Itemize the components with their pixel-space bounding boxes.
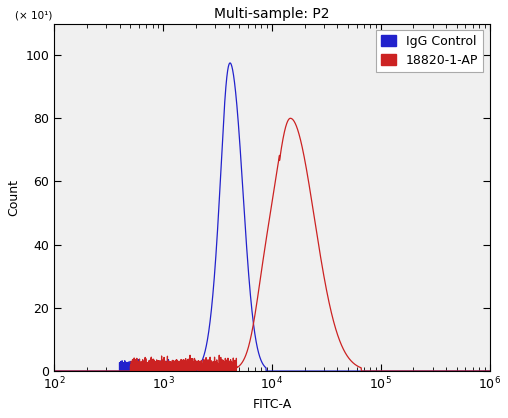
IgG Control <box>227 61 233 66</box>
IgG Control <box>309 369 315 374</box>
IgG Control <box>51 369 57 374</box>
18820-1-AP <box>487 369 493 374</box>
Line: IgG Control: IgG Control <box>54 63 490 371</box>
Line: 18820-1-AP: 18820-1-AP <box>54 118 490 371</box>
18820-1-AP <box>374 369 380 374</box>
18820-1-AP <box>397 369 403 374</box>
IgG Control <box>487 369 493 374</box>
Y-axis label: Count: Count <box>7 179 20 216</box>
18820-1-AP <box>73 369 79 374</box>
IgG Control <box>209 303 215 308</box>
Text: (× 10¹): (× 10¹) <box>15 10 52 20</box>
IgG Control <box>397 369 403 374</box>
18820-1-AP <box>309 199 315 204</box>
Title: Multi-sample: P2: Multi-sample: P2 <box>214 7 330 21</box>
IgG Control <box>73 369 79 374</box>
18820-1-AP <box>209 364 215 369</box>
18820-1-AP <box>328 308 334 313</box>
IgG Control <box>374 369 380 374</box>
18820-1-AP <box>51 369 57 374</box>
Legend: IgG Control, 18820-1-AP: IgG Control, 18820-1-AP <box>376 30 483 72</box>
X-axis label: FITC-A: FITC-A <box>252 398 292 411</box>
IgG Control <box>328 369 334 374</box>
18820-1-AP <box>288 116 294 121</box>
